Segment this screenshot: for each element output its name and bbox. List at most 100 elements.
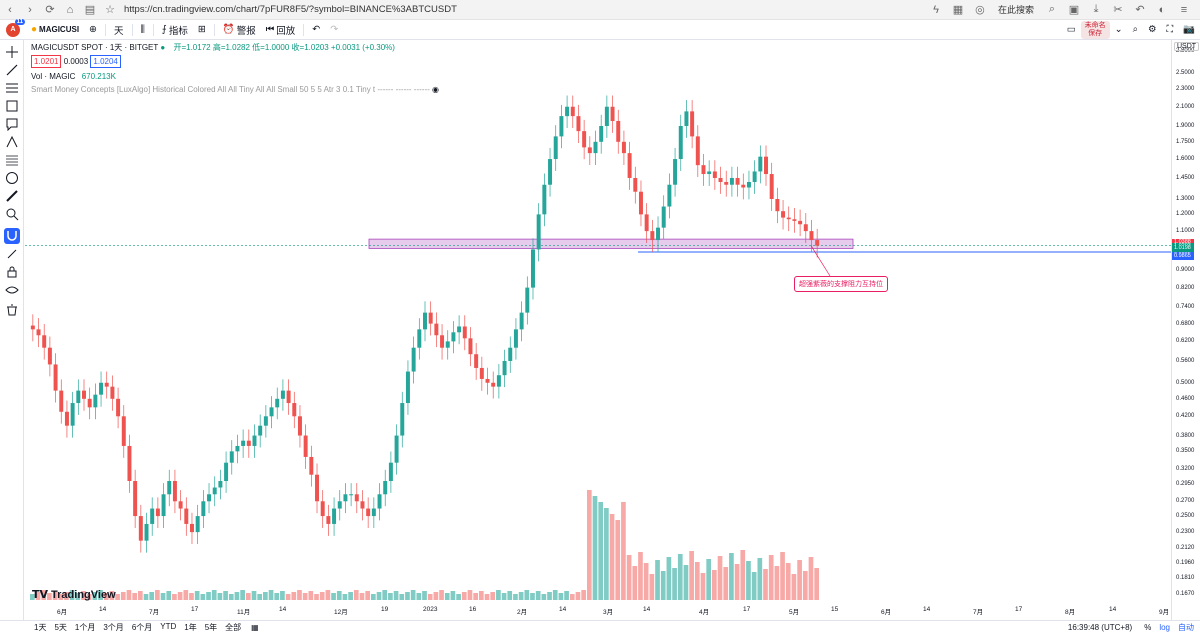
stay-drawing-tool[interactable] bbox=[4, 246, 20, 262]
candle-body bbox=[576, 116, 581, 132]
reader-icon[interactable]: ▤ bbox=[84, 4, 96, 16]
range-button[interactable]: 3个月 bbox=[103, 623, 124, 632]
currency-label[interactable]: USDT bbox=[1174, 42, 1200, 51]
volume-bar bbox=[115, 594, 120, 600]
star-icon[interactable]: ☆ bbox=[105, 4, 115, 16]
volume-bar bbox=[388, 593, 393, 600]
bolt-icon[interactable]: ϟ bbox=[933, 3, 939, 16]
brush-icon bbox=[6, 155, 18, 166]
zoom-tool[interactable] bbox=[4, 206, 20, 222]
candle-body bbox=[30, 325, 35, 330]
range-button[interactable]: 5年 bbox=[204, 623, 218, 632]
save-dropdown[interactable]: ⌄ bbox=[1110, 20, 1128, 40]
browser-search[interactable]: 在此搜索 bbox=[997, 5, 1034, 15]
settings-button[interactable]: ⚙ bbox=[1143, 20, 1162, 40]
replay-button[interactable]: ⏮ 回放 bbox=[261, 20, 301, 40]
menu-icon[interactable]: ≡ bbox=[1180, 3, 1188, 16]
layouts-button[interactable]: ⊞ bbox=[193, 20, 211, 40]
volume-bar bbox=[58, 594, 64, 600]
tradingview-logo[interactable]: 𝗧𝗩 TradingView bbox=[32, 588, 116, 602]
home-icon[interactable]: ⌂ bbox=[66, 3, 74, 16]
scissors-icon[interactable]: ✂ bbox=[1113, 4, 1123, 16]
ask-price[interactable]: 1.0204 bbox=[90, 55, 121, 68]
range-button[interactable]: YTD bbox=[160, 622, 177, 631]
search-engine-icon[interactable]: ◎ bbox=[975, 4, 985, 16]
range-button[interactable]: 1天 bbox=[34, 623, 47, 632]
crosshair-tool[interactable] bbox=[4, 44, 20, 60]
fullscreen-button[interactable]: ⛶ bbox=[1162, 20, 1179, 40]
symbol-search[interactable]: ● MAGICUSI bbox=[26, 20, 84, 40]
reload-icon[interactable]: ⟳ bbox=[45, 4, 55, 16]
candle-body bbox=[269, 407, 274, 417]
text-tool[interactable] bbox=[4, 116, 20, 132]
volume-label[interactable]: Vol · MAGIC bbox=[31, 72, 76, 81]
symbol-title[interactable]: MAGICUSDT SPOT · 1天 · BITGET bbox=[31, 43, 159, 52]
volume-bar bbox=[189, 593, 194, 600]
undo-icon[interactable]: ↶ bbox=[1135, 4, 1145, 16]
back-icon[interactable]: ‹ bbox=[8, 3, 12, 16]
redo-button[interactable]: ↷ bbox=[325, 20, 343, 40]
magic-coin-icon: ● bbox=[31, 24, 38, 35]
range-button[interactable]: 1个月 bbox=[74, 623, 96, 632]
range-button[interactable]: 6个月 bbox=[131, 623, 153, 632]
pattern-tool[interactable] bbox=[4, 98, 20, 114]
price-tick: 1.9000 bbox=[1176, 122, 1195, 129]
candle-body bbox=[161, 494, 166, 517]
theme-icon[interactable]: ◐ bbox=[1158, 3, 1166, 16]
add-symbol-button[interactable]: ⊕ bbox=[84, 20, 102, 40]
forward-icon[interactable]: › bbox=[28, 3, 32, 16]
auto-toggle[interactable]: 自动 bbox=[1178, 623, 1194, 632]
layout-select-button[interactable]: ▭ bbox=[1062, 20, 1081, 40]
volume-bar bbox=[643, 563, 649, 600]
candle-body bbox=[616, 120, 621, 142]
price-chart[interactable] bbox=[25, 40, 1171, 620]
candle-body bbox=[798, 220, 803, 225]
candle-body bbox=[127, 445, 132, 482]
save-button[interactable]: 未命名 保存 bbox=[1080, 20, 1110, 39]
search-icon[interactable]: ⌕ bbox=[1048, 3, 1056, 15]
extensions-icon[interactable]: ▣ bbox=[1068, 4, 1080, 16]
volume-bar bbox=[268, 590, 274, 600]
price-axis[interactable]: 2.8000 2.5000 2.3000 2.1000 1.9000 1.7500 1.60… bbox=[1171, 40, 1200, 620]
screenshot-button[interactable]: 📷 bbox=[1178, 20, 1200, 40]
download-icon[interactable]: ⤓ bbox=[1093, 3, 1099, 15]
annotation-callout[interactable]: 超强紫薇的支撑阻力互持位 bbox=[794, 276, 888, 292]
interval-button[interactable]: 天 bbox=[114, 25, 124, 37]
candle-body bbox=[280, 390, 285, 399]
eye-icon[interactable]: ◉ bbox=[432, 85, 439, 94]
price-tick: 2.5000 bbox=[1176, 70, 1195, 77]
log-toggle[interactable]: log bbox=[1159, 623, 1170, 632]
indicator-label[interactable]: Smart Money Concepts [LuxAlgo] Historica… bbox=[31, 85, 430, 94]
measure-tool[interactable] bbox=[4, 188, 20, 204]
clock[interactable]: 16:39:48 (UTC+8) bbox=[1067, 623, 1133, 632]
chart-type-button[interactable]: ⫼ bbox=[136, 20, 150, 40]
trendline-tool[interactable] bbox=[4, 62, 20, 78]
fib-tool[interactable] bbox=[4, 80, 20, 96]
emoji-tool[interactable] bbox=[4, 170, 20, 186]
range-button[interactable]: 1年 bbox=[184, 623, 197, 632]
indicators-button[interactable]: ⨍ 指标 bbox=[157, 20, 193, 40]
quick-search-button[interactable]: ⌕ bbox=[1128, 20, 1143, 40]
calendar-icon[interactable]: ▦ bbox=[251, 623, 259, 632]
projection-tool[interactable] bbox=[4, 134, 20, 150]
delete-tool[interactable] bbox=[4, 302, 20, 318]
brush-tool[interactable] bbox=[4, 152, 20, 168]
candle-body bbox=[178, 501, 183, 509]
percent-toggle[interactable]: % bbox=[1144, 623, 1152, 632]
lock-tool[interactable] bbox=[4, 264, 20, 280]
avatar[interactable]: A 11 bbox=[0, 18, 26, 37]
undo-button[interactable]: ↶ bbox=[307, 20, 325, 40]
grid-icon[interactable]: ▦ bbox=[952, 4, 964, 16]
bid-price[interactable]: 1.0201 bbox=[31, 55, 62, 68]
range-button[interactable]: 全部 bbox=[225, 623, 242, 632]
volume-bar bbox=[160, 593, 166, 600]
range-button[interactable]: 5天 bbox=[54, 623, 67, 632]
volume-bar bbox=[484, 594, 490, 600]
hide-tool[interactable] bbox=[4, 282, 20, 298]
magnet-tool[interactable] bbox=[4, 228, 20, 244]
alert-button[interactable]: ⏰ 警报 bbox=[218, 20, 261, 40]
address-bar[interactable]: https://cn.tradingview.com/chart/7pFUR8F… bbox=[124, 4, 457, 15]
price-label: 0.9865 bbox=[1172, 253, 1194, 261]
notification-badge: 11 bbox=[14, 18, 25, 25]
avatar-icon[interactable]: A 11 bbox=[6, 18, 25, 37]
